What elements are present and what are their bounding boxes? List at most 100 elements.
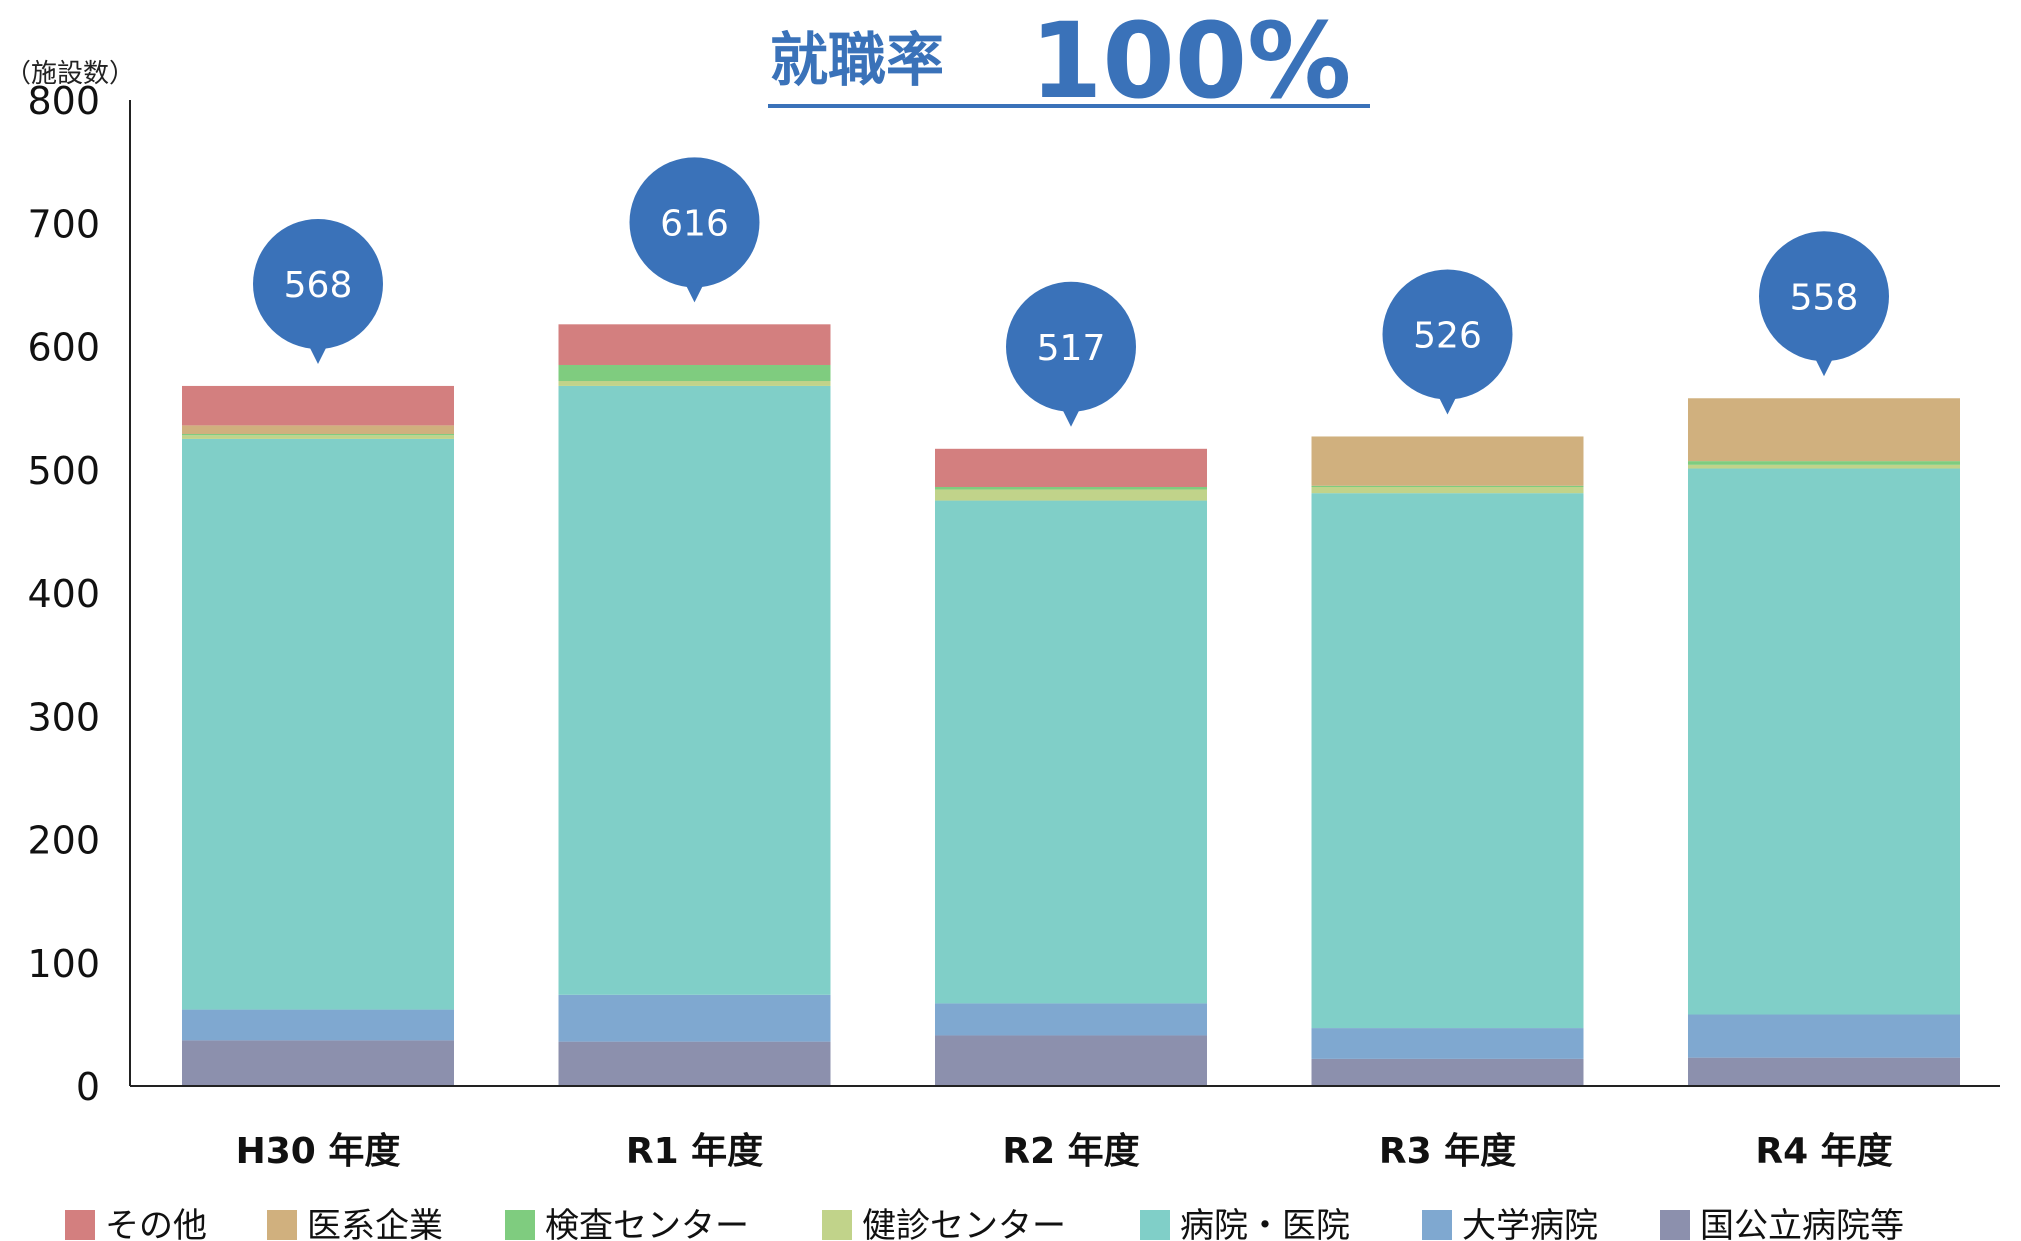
bar-segment	[1311, 493, 1584, 1029]
bar-stack	[935, 448, 1207, 1086]
legend-swatch	[267, 1210, 297, 1240]
bar-segment	[558, 381, 831, 386]
x-tick-label: H30 年度	[236, 1131, 401, 1172]
bubble-pointer	[1061, 406, 1081, 427]
legend-label: その他	[105, 1206, 207, 1241]
y-tick-label: 0	[76, 1065, 100, 1109]
legend-label: 大学病院	[1462, 1206, 1598, 1241]
bubble-total-label: 558	[1790, 277, 1859, 318]
bubble-total-label: 526	[1413, 315, 1482, 356]
legend-swatch	[65, 1210, 95, 1240]
total-bubble: 526	[1382, 269, 1513, 415]
legend-item: 健診センター	[822, 1206, 1066, 1241]
legend-item: 医系企業	[267, 1206, 443, 1241]
legend-item: その他	[65, 1206, 207, 1241]
bar-segment	[558, 324, 831, 365]
x-tick-label: R4 年度	[1755, 1131, 1892, 1172]
total-bubbles: 568 616 517 526 558	[253, 157, 1889, 427]
bubble-total-label: 616	[660, 203, 729, 244]
bar-segment	[1688, 468, 1960, 1015]
legend-swatch	[1660, 1210, 1690, 1240]
bar-stack	[1311, 436, 1584, 1086]
y-tick-label: 500	[27, 449, 100, 493]
legend-label: 健診センター	[862, 1206, 1066, 1241]
bar-segment	[1688, 398, 1960, 462]
bubble-circle	[253, 218, 383, 349]
bubble-circle	[1006, 281, 1136, 412]
total-bubble: 568	[253, 218, 383, 364]
legend-item: 大学病院	[1422, 1206, 1598, 1241]
bar-stack	[558, 324, 831, 1086]
bar-segment	[935, 1035, 1207, 1086]
legend-item: 検査センター	[505, 1206, 749, 1241]
bar-segment	[558, 1041, 831, 1086]
bubble-total-label: 517	[1037, 328, 1106, 369]
bubble-circle	[629, 157, 760, 288]
bar-segment	[182, 1009, 454, 1041]
bar-segment	[1311, 436, 1584, 486]
bar-stack	[182, 385, 454, 1086]
bar-segment	[182, 434, 454, 436]
y-axis-unit-label: （施設数）	[5, 59, 135, 89]
bar-segment	[935, 500, 1207, 1004]
bar-segment	[558, 364, 831, 382]
bar-stack	[1688, 398, 1960, 1086]
bar-segment	[935, 489, 1207, 501]
legend-item: 国公立病院等	[1660, 1206, 1904, 1241]
y-tick-label: 200	[27, 819, 100, 863]
bar-segment	[1311, 1028, 1584, 1059]
bar-segment	[1311, 1058, 1584, 1086]
legend-swatch	[1140, 1210, 1170, 1240]
bar-segment	[1688, 1057, 1960, 1086]
bar-segment	[558, 994, 831, 1042]
bar-segment	[935, 448, 1207, 488]
bubble-pointer	[1814, 356, 1834, 377]
total-bubble: 517	[1006, 281, 1136, 427]
bar-segment	[182, 385, 454, 426]
bar-segment	[1688, 461, 1960, 465]
bubble-total-label: 568	[284, 265, 353, 306]
bar-segment	[182, 438, 454, 1010]
bar-segment	[558, 385, 831, 995]
legend-label: 国公立病院等	[1700, 1206, 1904, 1241]
bar-segment	[1688, 464, 1960, 469]
total-bubble: 616	[629, 157, 760, 303]
legend-label: 検査センター	[545, 1206, 749, 1241]
bar-segment	[1688, 1014, 1960, 1058]
y-tick-label: 400	[27, 572, 100, 616]
legend-swatch	[1422, 1210, 1452, 1240]
bar-segment	[935, 1003, 1207, 1036]
x-axis: H30 年度 R1 年度 R2 年度 R3 年度 R4 年度	[236, 1131, 1893, 1172]
bar-segment	[935, 487, 1207, 490]
legend: その他 医系企業 検査センター 健診センター 病院・医院 大学病院 国公立病院等	[65, 1206, 1904, 1241]
chart-title: 就職率 100%	[768, 0, 1370, 122]
legend-swatch	[822, 1210, 852, 1240]
legend-swatch	[505, 1210, 535, 1240]
legend-label: 医系企業	[307, 1206, 443, 1241]
x-tick-label: R2 年度	[1002, 1131, 1139, 1172]
y-axis: 0 100 200 300 400 500 600 700 800	[27, 79, 100, 1109]
bar-segment	[1311, 487, 1584, 494]
x-tick-label: R1 年度	[626, 1131, 763, 1172]
y-tick-label: 300	[27, 695, 100, 739]
x-tick-label: R3 年度	[1379, 1131, 1516, 1172]
bubble-pointer	[308, 343, 328, 364]
y-tick-label: 100	[27, 942, 100, 986]
bubble-pointer	[684, 282, 705, 303]
bar-segment	[182, 425, 454, 435]
legend-item: 病院・医院	[1140, 1206, 1350, 1241]
chart-title-value: 100%	[1030, 0, 1351, 122]
bar-segment	[182, 1040, 454, 1086]
bubble-pointer	[1437, 394, 1458, 415]
plot-area	[182, 324, 1960, 1086]
bar-segment	[182, 435, 454, 439]
total-bubble: 558	[1759, 231, 1889, 377]
legend-label: 病院・医院	[1180, 1206, 1350, 1241]
y-tick-label: 700	[27, 202, 100, 246]
bar-segment	[1311, 485, 1584, 488]
axes	[129, 100, 2000, 1087]
bubble-circle	[1759, 231, 1889, 362]
bubble-circle	[1382, 269, 1513, 400]
y-tick-label: 600	[27, 326, 100, 370]
